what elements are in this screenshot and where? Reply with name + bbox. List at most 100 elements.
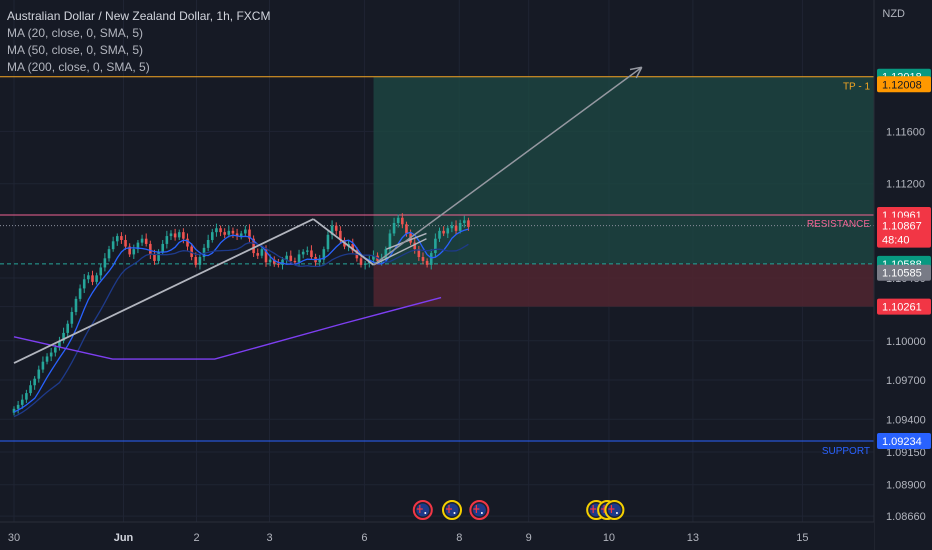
candle-body <box>202 247 206 258</box>
candle-body <box>384 249 388 259</box>
candle-body <box>322 249 326 260</box>
x-tick-label: 13 <box>687 532 699 544</box>
symbol-title: Australian Dollar / New Zealand Dollar, … <box>7 9 271 23</box>
candle-body <box>99 267 103 276</box>
candle-body <box>401 217 404 225</box>
indicator-ma50[interactable]: MA (50, close, 0, SMA, 5) <box>7 43 144 57</box>
candle-body <box>231 230 235 234</box>
candle-body <box>248 229 251 239</box>
x-tick-label: 9 <box>526 532 532 544</box>
candle-body <box>446 228 450 234</box>
candle-body <box>149 243 152 255</box>
level-label-0: TP - 1 <box>843 82 870 93</box>
candle-body <box>438 230 441 239</box>
candle-body <box>235 233 239 237</box>
candle-body <box>20 399 24 405</box>
candle-body <box>359 258 363 265</box>
y-tick-label: 1.09400 <box>886 414 926 426</box>
candle-body <box>144 238 148 244</box>
chart-legend: Australian Dollar / New Zealand Dollar, … <box>7 8 270 76</box>
candle-body <box>161 243 165 252</box>
position-profit-zone[interactable] <box>373 76 874 264</box>
candle-body <box>351 243 355 251</box>
ma20-line[interactable] <box>13 228 469 413</box>
candle-body <box>301 251 305 255</box>
candle-body <box>78 288 82 299</box>
ma50-line[interactable] <box>13 241 469 418</box>
trendline-up[interactable] <box>13 218 314 364</box>
candle-body <box>297 254 301 263</box>
projection-arrow[interactable] <box>373 66 643 266</box>
candle-body <box>310 250 313 258</box>
level-label-2: SUPPORT <box>822 446 870 457</box>
candle-body <box>462 220 466 223</box>
x-tick-label: Jun <box>114 532 134 544</box>
svg-text:48:40: 48:40 <box>882 235 910 247</box>
indicator-ma20[interactable]: MA (20, close, 0, SMA, 5) <box>7 26 144 40</box>
candle-body <box>95 275 98 282</box>
candle-body <box>58 340 61 348</box>
candle-body <box>372 255 375 260</box>
price-label-6: 1.10261 <box>877 298 931 315</box>
event-flag-icon[interactable] <box>604 500 625 520</box>
position-loss-zone[interactable] <box>373 263 874 307</box>
candle-body <box>239 233 243 237</box>
svg-text:1.12008: 1.12008 <box>882 79 922 91</box>
event-flag-icon[interactable] <box>412 500 433 520</box>
ma200-line[interactable] <box>13 296 442 360</box>
candle-body <box>66 323 70 333</box>
candle-body <box>421 257 425 261</box>
candle-body <box>215 228 218 233</box>
candle-body <box>165 236 169 244</box>
candle-body <box>74 298 78 312</box>
x-tick-label: 3 <box>266 532 272 544</box>
candle-body <box>396 217 400 223</box>
trendline-down[interactable] <box>312 218 375 266</box>
candle-body <box>91 275 94 282</box>
y-tick-label: 1.08660 <box>886 511 926 523</box>
candle-body <box>223 232 226 235</box>
event-flag-icon[interactable] <box>469 500 490 520</box>
svg-text:1.09234: 1.09234 <box>882 436 922 448</box>
indicator-ma200[interactable]: MA (200, close, 0, SMA, 5) <box>7 60 150 74</box>
candle-body <box>334 225 338 231</box>
candle-body <box>25 393 28 400</box>
candle-body <box>103 258 107 268</box>
candle-body <box>227 230 231 235</box>
candle-body <box>70 311 74 324</box>
candle-body <box>115 236 119 242</box>
candle-body <box>87 275 90 280</box>
candle-body <box>467 220 470 227</box>
price-label-3: 1.10867 48:40 <box>877 217 931 248</box>
candle-body <box>281 259 284 265</box>
flag-line-0[interactable] <box>373 238 427 266</box>
candle-body <box>392 222 396 234</box>
candle-body <box>268 259 272 263</box>
x-tick-label: 15 <box>796 532 808 544</box>
candle-body <box>285 255 288 260</box>
y-tick-label: 1.09700 <box>886 375 926 387</box>
candle-body <box>264 249 268 263</box>
candle-body <box>173 233 177 238</box>
y-tick-label: 1.11600 <box>886 126 925 138</box>
svg-text:1.10867: 1.10867 <box>882 221 922 233</box>
candle-body <box>45 356 49 362</box>
candle-body <box>136 242 140 250</box>
candle-body <box>12 408 16 413</box>
candle-body <box>306 250 309 252</box>
candle-body <box>363 263 367 265</box>
candle-body <box>388 233 392 250</box>
event-flag-icon[interactable] <box>442 500 462 520</box>
candle-body <box>206 240 210 248</box>
candle-body <box>128 246 131 255</box>
candle-body <box>417 249 421 258</box>
currency-label[interactable]: NZD <box>882 8 905 20</box>
time-axis[interactable]: 30 Jun 2 3 6 8 9 10 13 15 <box>0 521 874 550</box>
candle-body <box>82 279 86 289</box>
candle-body <box>54 347 57 353</box>
candle-body <box>318 259 322 263</box>
candle-body <box>429 253 433 265</box>
arrow-head-1 <box>629 66 642 71</box>
y-tick-label: 1.10000 <box>886 336 926 348</box>
